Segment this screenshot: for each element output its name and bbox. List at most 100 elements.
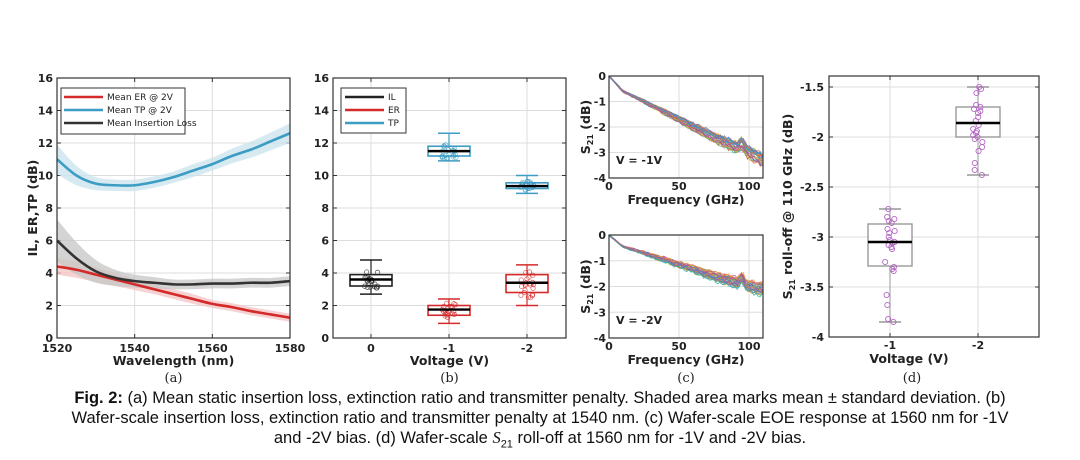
y-tick-label: -1 <box>594 255 606 268</box>
x-tick-label: -2 <box>521 342 533 355</box>
data-point <box>522 287 528 293</box>
data-point <box>891 227 898 235</box>
y-tick-label: 6 <box>321 235 329 248</box>
data-point <box>366 280 372 286</box>
data-point <box>971 135 978 143</box>
x-tick-label: 100 <box>738 340 761 353</box>
y-tick-label: 2 <box>45 300 53 313</box>
data-point <box>971 166 978 174</box>
x-tick-label: -1 <box>884 339 896 352</box>
y-axis-label: S21 roll-off @ 110 GHz (dB) <box>780 114 797 300</box>
box-il-0 <box>349 259 393 295</box>
plot-frame <box>828 75 1040 338</box>
y-tick-label: -2.5 <box>800 181 824 194</box>
legend-label: Mean TP @ 2V <box>107 106 173 116</box>
figure: 0 2 4 6 8 10 12 14 16 1520 1540 1560 1580 Mean ER @ 2… <box>25 70 1040 386</box>
chart-b: 0 2 4 6 8 10 12 14 16 0 -1 -2 IL ER TP Voltage (V) (b) <box>314 72 567 386</box>
data-point <box>888 245 896 253</box>
y-tick-label: 12 <box>314 137 329 150</box>
data-point <box>884 301 891 309</box>
x-tick-label: 0 <box>605 340 613 353</box>
data-point <box>443 300 450 306</box>
y-tick-label: -2 <box>812 131 824 144</box>
data-point <box>525 294 531 300</box>
y-tick-label: 0 <box>45 332 53 345</box>
y-tick-label: 4 <box>45 267 53 280</box>
x-tick-label: 100 <box>738 180 761 193</box>
x-tick-label: 50 <box>671 180 687 193</box>
data-point <box>527 179 533 185</box>
y-tick-label: 0 <box>321 332 329 345</box>
data-point <box>451 152 457 158</box>
y-axis-label: S21 (dB) <box>578 100 595 154</box>
caption-line3-pre: and -2V bias. (d) Wafer-scale <box>273 429 493 447</box>
data-point <box>888 219 895 227</box>
x-axis-label: Wavelength (nm) <box>113 353 235 368</box>
y-tick-label: 8 <box>321 202 329 215</box>
box-tp--2 <box>505 174 549 195</box>
y-tick-label: 12 <box>38 137 53 150</box>
x-tick-label: 1520 <box>42 342 73 355</box>
y-tick-label: -3 <box>594 147 606 160</box>
legend: IL ER TP <box>340 87 407 134</box>
data-point <box>886 229 893 237</box>
data-point <box>519 180 526 186</box>
y-tick-label: -2 <box>594 281 606 294</box>
data-point <box>364 269 370 275</box>
data-point <box>891 215 898 223</box>
data-point <box>530 291 536 297</box>
data-point <box>884 213 891 221</box>
y-tick-label: -3 <box>594 306 606 319</box>
plot-frame <box>56 77 291 339</box>
figure-caption: Fig. 2: (a) Mean static insertion loss, … <box>0 388 1080 454</box>
x-tick-label: 1580 <box>275 342 306 355</box>
data-point <box>362 283 368 289</box>
data-point <box>439 153 445 159</box>
trace-line <box>608 76 763 156</box>
x-axis-label: Voltage (V) <box>869 351 948 366</box>
x-axis-label: Voltage (V) <box>410 353 489 368</box>
data-point <box>970 105 978 113</box>
x-tick-label: -2 <box>972 339 984 352</box>
box--1 <box>867 205 913 326</box>
y-tick-label: 10 <box>314 170 330 183</box>
data-point <box>883 291 890 299</box>
data-point <box>524 276 530 282</box>
caption-line3-post: roll-off at 1560 nm for -1V and -2V bias… <box>512 429 807 447</box>
y-tick-label: -2 <box>594 121 606 134</box>
panel-label: (c) <box>677 371 694 386</box>
voltage-annotation: V = -1V <box>616 154 663 167</box>
y-tick-label: -4 <box>812 331 825 344</box>
data-point <box>977 103 984 111</box>
data-point <box>978 171 985 179</box>
data-point <box>523 269 529 276</box>
y-tick-label: -1 <box>594 96 606 109</box>
trace-line <box>608 75 763 164</box>
data-point <box>890 318 897 326</box>
caption-s21-subscript: 21 <box>500 438 513 451</box>
data-point <box>444 155 450 161</box>
std-band-2 <box>57 219 290 290</box>
data-point <box>526 269 533 275</box>
y-tick-label: 14 <box>314 105 330 118</box>
plot-frame <box>608 75 764 179</box>
data-point <box>885 315 892 323</box>
box-er--2 <box>505 264 549 307</box>
y-tick-label: -3.5 <box>800 281 824 294</box>
voltage-annotation: V = -2V <box>616 314 663 327</box>
x-tick-label: 0 <box>367 342 375 355</box>
box-er--1 <box>427 298 471 325</box>
data-point <box>521 289 527 296</box>
trace-line <box>608 234 763 286</box>
y-axis-label: IL, ER,TP (dB) <box>25 160 40 257</box>
y-tick-label: 14 <box>38 105 54 118</box>
caption-line2: Wafer-scale insertion loss, extinction r… <box>71 409 1009 427</box>
panel-label: (b) <box>440 371 458 386</box>
data-point <box>975 109 982 117</box>
panel-label: (a) <box>165 371 183 386</box>
data-point <box>530 285 536 291</box>
data-point <box>518 292 524 299</box>
data-point <box>973 89 980 97</box>
y-tick-label: 16 <box>314 72 330 85</box>
box-tp--1 <box>427 132 471 162</box>
